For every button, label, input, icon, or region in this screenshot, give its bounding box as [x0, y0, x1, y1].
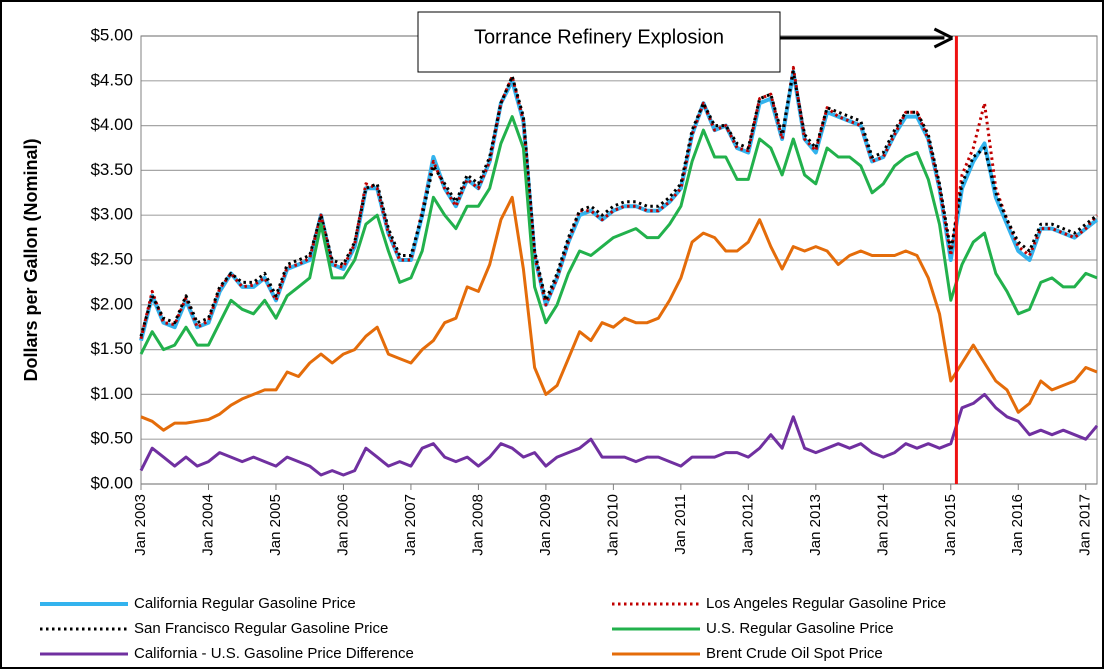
- annotation-arrowhead: [933, 27, 954, 49]
- x-tick-label: Jan 2006: [334, 494, 351, 556]
- annotation-text: Torrance Refinery Explosion: [474, 26, 724, 48]
- y-tick-label: $4.00: [90, 115, 133, 134]
- y-tick-label: $3.50: [90, 160, 133, 179]
- x-tick-label: Jan 2015: [942, 494, 959, 556]
- y-tick-label: $2.00: [90, 294, 133, 313]
- series-line: [139, 70, 1098, 337]
- x-tick-label: Jan 2010: [604, 494, 621, 556]
- y-tick-label: $2.50: [90, 249, 133, 268]
- legend-label: Brent Crude Oil Spot Price: [706, 645, 883, 662]
- legend-label: California - U.S. Gasoline Price Differe…: [134, 645, 414, 662]
- x-tick-label: Jan 2012: [739, 494, 756, 556]
- x-tick-label: Jan 2013: [807, 494, 824, 556]
- y-tick-label: $0.50: [90, 429, 133, 448]
- y-tick-label: $1.00: [90, 384, 133, 403]
- x-tick-label: Jan 2017: [1077, 494, 1094, 556]
- y-axis-label: Dollars per Gallon (Nominal): [21, 138, 41, 381]
- series-line: [140, 195, 1098, 432]
- x-tick-label: Jan 2003: [132, 494, 149, 556]
- annotation-box: [417, 11, 781, 73]
- x-tick-label: Jan 2011: [672, 494, 689, 555]
- x-tick-label: Jan 2014: [874, 494, 891, 556]
- y-tick-label: $0.00: [90, 473, 133, 492]
- x-tick-label: Jan 2008: [469, 494, 486, 556]
- y-tick-label: $3.00: [90, 205, 133, 224]
- series-line: [139, 115, 1098, 355]
- y-tick-label: $4.50: [90, 70, 133, 89]
- x-tick-label: Jan 2016: [1009, 494, 1026, 556]
- legend-label: Los Angeles Regular Gasoline Price: [706, 595, 946, 612]
- legend-label: U.S. Regular Gasoline Price: [706, 620, 894, 637]
- x-tick-label: Jan 2004: [199, 494, 216, 556]
- legend-label: San Francisco Regular Gasoline Price: [134, 620, 388, 637]
- y-tick-label: $5.00: [90, 25, 133, 44]
- legend-label: California Regular Gasoline Price: [134, 595, 356, 612]
- series-line: [139, 65, 1099, 340]
- x-tick-label: Jan 2009: [537, 494, 554, 556]
- series-line: [139, 392, 1099, 477]
- x-tick-label: Jan 2005: [267, 494, 284, 556]
- y-tick-label: $1.50: [90, 339, 133, 358]
- x-tick-label: Jan 2007: [402, 494, 419, 556]
